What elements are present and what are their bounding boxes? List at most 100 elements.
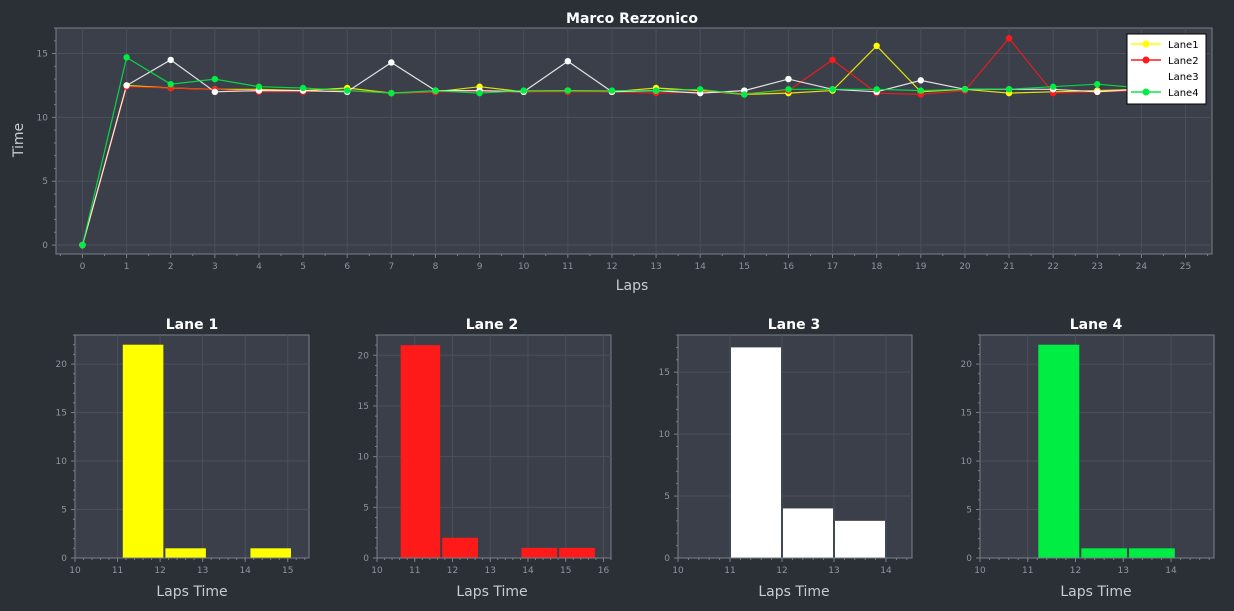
x-tick-label: 6 — [344, 262, 350, 272]
x-axis-label: Laps — [616, 278, 649, 294]
x-tick-label: 14 — [239, 566, 251, 576]
data-point-lane4 — [652, 87, 660, 94]
x-tick-label: 12 — [154, 566, 165, 576]
lane-2-histogram: Lane 2 Laps Time 10 11 12 13 14 15 16 0 5 10 15 20 — [358, 317, 612, 600]
y-tick-label: 15 — [961, 409, 972, 419]
y-tick-label: 0 — [42, 241, 48, 251]
x-tick-label: 10 — [371, 566, 383, 576]
x-tick-label: 1 — [124, 262, 130, 272]
data-point-lane4 — [917, 87, 924, 94]
data-point-lane4 — [1094, 80, 1101, 88]
data-point-lane3 — [167, 56, 174, 64]
lane-3-histogram: Lane 3 Laps Time 10 11 12 13 14 0 5 10 15 — [659, 317, 913, 600]
data-point-lane4 — [520, 87, 527, 94]
legend: Lane1 Lane2 Lane3 Lane4 — [1126, 33, 1207, 105]
plot-area — [74, 334, 310, 559]
data-point-lane3 — [1094, 88, 1101, 96]
y-tick-label: 20 — [961, 360, 973, 370]
y-tick-label: 10 — [37, 113, 49, 123]
histogram-title: Lane 3 — [768, 317, 820, 333]
x-tick-label: 10 — [672, 566, 684, 576]
histogram-bar — [400, 345, 441, 558]
histogram-bar — [835, 520, 885, 558]
histogram-bar — [165, 548, 206, 558]
data-point-lane4 — [388, 89, 395, 97]
y-tick-label: 10 — [659, 430, 671, 440]
histogram-bar — [1081, 548, 1128, 558]
x-tick-label: 19 — [915, 262, 927, 272]
x-tick-label: 12 — [447, 566, 458, 576]
legend-swatch-marker — [1142, 56, 1150, 64]
y-tick-label: 10 — [961, 457, 973, 467]
histogram-title: Lane 2 — [466, 317, 518, 333]
legend-swatch-marker — [1142, 40, 1150, 48]
x-axis-label: Laps Time — [456, 584, 527, 600]
data-point-lane4 — [564, 87, 572, 94]
data-point-lane3 — [211, 88, 219, 96]
histogram-title: Lane 4 — [1070, 317, 1123, 333]
y-axis-label: Time — [11, 123, 27, 158]
data-point-lane2 — [829, 56, 836, 64]
legend-label: Lane1 — [1168, 40, 1199, 51]
x-tick-label: 22 — [1047, 262, 1058, 272]
histogram-bar — [250, 548, 291, 558]
main-line-chart: Marco Rezzonico Laps Time 0 1 2 3 4 5 6 7 8 9 10 11… — [11, 11, 1213, 294]
x-tick-label: 20 — [959, 262, 971, 272]
data-point-lane4 — [123, 54, 130, 61]
data-point-lane2 — [1005, 35, 1013, 42]
y-tick-label: 5 — [363, 503, 369, 513]
y-tick-label: 10 — [358, 453, 370, 463]
lane-4-histogram: Lane 4 Laps Time 10 11 12 13 14 0 5 10 15 20 — [961, 317, 1215, 600]
x-tick-label: 11 — [1022, 566, 1033, 576]
x-tick-label: 17 — [827, 262, 838, 272]
data-point-lane4 — [1049, 83, 1057, 90]
x-tick-label: 14 — [694, 262, 706, 272]
x-tick-label: 15 — [282, 566, 293, 576]
x-tick-label: 7 — [388, 262, 394, 272]
data-point-lane4 — [1005, 86, 1013, 93]
y-tick-label: 5 — [664, 492, 670, 502]
data-point-lane4 — [344, 87, 351, 94]
legend-label: Lane3 — [1168, 72, 1199, 83]
x-tick-label: 12 — [1070, 566, 1081, 576]
x-axis-label: Laps Time — [1060, 584, 1131, 600]
data-point-lane4 — [432, 87, 439, 94]
x-tick-label: 15 — [560, 566, 571, 576]
x-tick-label: 3 — [212, 262, 218, 272]
histogram-bar — [783, 508, 833, 558]
histogram-bar — [559, 547, 595, 558]
legend-label: Lane4 — [1168, 88, 1199, 99]
histogram-bar — [731, 347, 781, 558]
x-tick-label: 23 — [1092, 262, 1103, 272]
x-tick-label: 0 — [80, 262, 86, 272]
x-tick-label: 11 — [409, 566, 420, 576]
x-tick-label: 11 — [112, 566, 123, 576]
y-tick-label: 20 — [358, 351, 370, 361]
x-tick-label: 14 — [522, 566, 534, 576]
x-tick-label: 13 — [1118, 566, 1129, 576]
y-tick-label: 20 — [56, 360, 68, 370]
y-tick-label: 0 — [61, 554, 67, 564]
y-tick-label: 5 — [61, 506, 67, 516]
histogram-bar — [1038, 344, 1080, 558]
x-tick-label: 14 — [880, 566, 892, 576]
histogram-bar — [521, 547, 558, 558]
x-tick-label: 18 — [871, 262, 883, 272]
data-point-lane4 — [299, 84, 307, 92]
data-point-lane3 — [917, 77, 924, 84]
y-tick-label: 0 — [664, 554, 670, 564]
data-point-lane4 — [211, 75, 219, 83]
x-tick-label: 24 — [1136, 262, 1148, 272]
x-tick-label: 13 — [197, 566, 208, 576]
data-point-lane4 — [741, 91, 748, 98]
legend-swatch-marker — [1142, 88, 1150, 96]
legend-label: Lane2 — [1168, 56, 1199, 67]
x-tick-label: 4 — [256, 262, 262, 272]
data-point-lane3 — [123, 82, 130, 89]
data-point-lane4 — [167, 80, 174, 88]
x-tick-label: 14 — [1165, 566, 1177, 576]
x-tick-label: 13 — [828, 566, 839, 576]
chart-title: Marco Rezzonico — [566, 11, 698, 27]
y-tick-label: 0 — [363, 554, 369, 564]
